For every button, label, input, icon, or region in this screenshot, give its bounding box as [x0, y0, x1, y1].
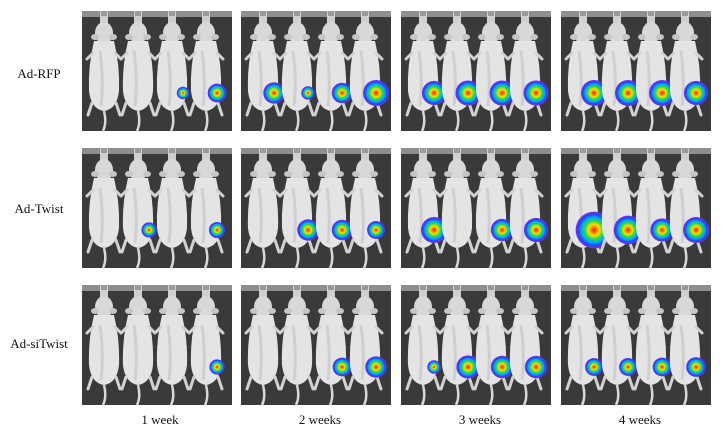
luminescence-signal-3 — [332, 357, 352, 377]
luminescence-signal-4 — [683, 217, 709, 243]
luminescence-signal-1 — [421, 80, 447, 106]
col-label-1-week: 1 week — [141, 412, 179, 427]
imaging-panel-r2-c4 — [561, 148, 711, 268]
luminescence-signal-1 — [581, 80, 607, 106]
mouse-2 — [119, 285, 157, 405]
luminescence-signal-4 — [524, 355, 548, 379]
imaging-panel-r1-c3 — [401, 11, 551, 131]
row-label-twist: Ad-Twist — [14, 201, 64, 216]
luminescence-signal-3 — [490, 355, 514, 379]
luminescence-signal-3 — [649, 80, 675, 106]
luminescence-signal-4 — [207, 83, 227, 103]
mouse-1 — [85, 11, 123, 131]
luminescence-signal-4 — [367, 221, 385, 239]
mouse-3 — [153, 148, 191, 268]
luminescence-signal-2 — [613, 215, 643, 245]
luminescence-signal-2 — [455, 80, 481, 106]
luminescence-signal-4 — [209, 359, 225, 375]
luminescence-signal-1 — [585, 358, 603, 376]
luminescence-signal-1 — [421, 217, 447, 243]
imaging-panel-r2-c1 — [82, 148, 232, 268]
luminescence-signal-4 — [363, 80, 389, 106]
row-label-rfp: Ad-RFP — [17, 66, 61, 81]
mouse-3 — [312, 285, 350, 405]
luminescence-signal-4 — [365, 356, 387, 378]
mouse-2 — [119, 11, 157, 131]
luminescence-signal-3 — [331, 219, 353, 241]
imaging-panel-r2-c2 — [241, 148, 391, 268]
mouse-1 — [85, 285, 123, 405]
luminescence-signal-4 — [683, 80, 709, 106]
luminescence-signal-2 — [141, 222, 157, 238]
luminescence-signal-3 — [489, 80, 515, 106]
row-label-sitwist: Ad-siTwist — [10, 336, 68, 351]
luminescence-signal-3 — [650, 218, 674, 242]
imaging-panel-r3-c1 — [82, 285, 232, 405]
mouse-1 — [244, 285, 282, 405]
luminescence-signal-3 — [652, 357, 672, 377]
luminescence-signal-3 — [331, 82, 353, 104]
luminescence-signal-1 — [263, 82, 285, 104]
luminescence-signal-1 — [427, 360, 441, 374]
mouse-2 — [278, 285, 316, 405]
luminescence-signal-4 — [208, 221, 226, 239]
luminescence-signal-2 — [301, 86, 315, 100]
luminescence-signal-3 — [176, 86, 190, 100]
mouse-2 — [438, 148, 476, 268]
luminescence-signal-4 — [686, 357, 706, 377]
col-label-4-weeks: 4 weeks — [618, 412, 662, 427]
luminescence-signal-4 — [523, 80, 549, 106]
mouse-1 — [85, 148, 123, 268]
imaging-panel-r3-c2 — [241, 285, 391, 405]
mouse-4 — [346, 11, 384, 131]
mouse-3 — [153, 285, 191, 405]
mouse-1 — [244, 148, 282, 268]
col-label-2-weeks: 2 weeks — [298, 412, 342, 427]
imaging-panel-r3-c4 — [561, 285, 711, 405]
imaging-panel-r1-c1 — [82, 11, 232, 131]
mouse-4 — [346, 148, 384, 268]
mouse-2 — [598, 148, 636, 268]
luminescence-signal-2 — [456, 355, 480, 379]
luminescence-signal-2 — [615, 80, 641, 106]
imaging-panel-r3-c3 — [401, 285, 551, 405]
imaging-panel-r1-c4 — [561, 11, 711, 131]
luminescence-signal-3 — [490, 218, 514, 242]
luminescence-signal-2 — [619, 358, 637, 376]
luminescence-signal-4 — [523, 217, 549, 243]
col-label-3-weeks: 3 weeks — [458, 412, 502, 427]
imaging-panel-r1-c2 — [241, 11, 391, 131]
imaging-panel-r2-c3 — [401, 148, 551, 268]
mouse-4 — [346, 285, 384, 405]
luminescence-signal-2 — [297, 219, 319, 241]
